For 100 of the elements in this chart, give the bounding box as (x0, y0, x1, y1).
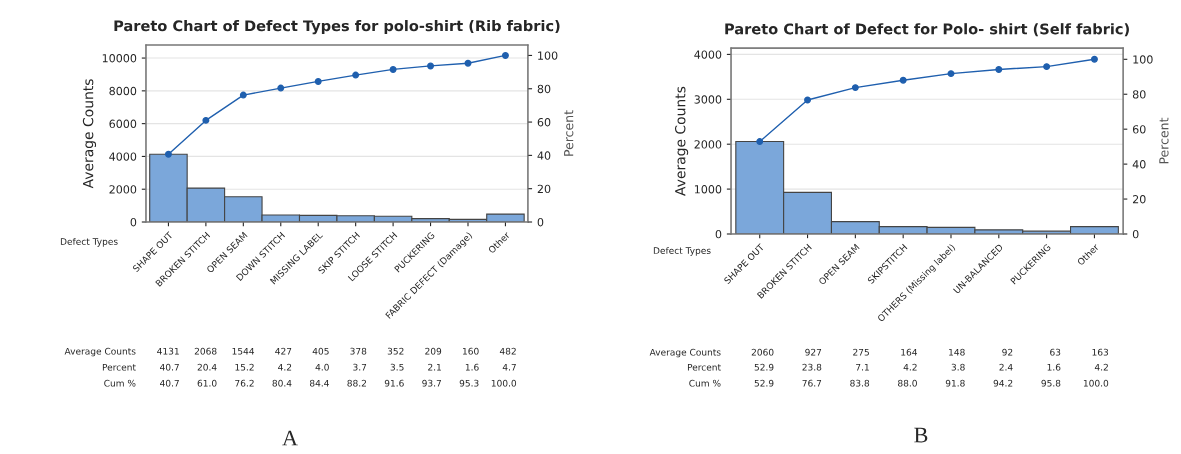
data-label: 76.2 (235, 379, 254, 387)
y-axis-title: Average Counts (82, 79, 97, 189)
y2-tick-label: 60 (537, 118, 551, 127)
y2-tick-label: 40 (537, 151, 551, 160)
point (1043, 63, 1051, 71)
y-tick-label: 0 (715, 229, 722, 239)
data-label: 927 (805, 348, 822, 356)
y-tick-label: 3000 (694, 95, 722, 104)
data-label: 163 (1092, 348, 1109, 356)
y-tick-label: 6000 (109, 119, 137, 129)
data-label: 40.7 (160, 379, 179, 387)
data-label: 160 (462, 347, 479, 355)
text: 2.4 (999, 363, 1013, 371)
text: Cum % (104, 379, 136, 387)
data-label: 63 (1050, 348, 1061, 356)
point (239, 91, 247, 99)
point (501, 51, 509, 59)
text: 2.1 (428, 363, 441, 371)
point (851, 84, 859, 92)
y-tick-label: 1000 (694, 185, 722, 194)
y2-tick-label: 0 (1132, 229, 1139, 239)
text: 3.7 (353, 363, 367, 371)
data-label: 100.0 (491, 379, 517, 387)
text: 1.6 (465, 363, 479, 371)
text: 4.2 (1094, 363, 1108, 371)
data-label: 2068 (194, 347, 217, 355)
text: 40.7 (160, 363, 179, 371)
x-axis-title: Defect Types (653, 247, 711, 256)
y2-tick-label: 60 (1132, 125, 1146, 134)
data-label: 100.0 (1083, 379, 1109, 387)
text: 20.4 (197, 363, 217, 371)
point (947, 70, 955, 78)
y2-tick-label: 20 (1132, 195, 1146, 204)
text: 15.2 (235, 363, 254, 371)
point (352, 71, 360, 79)
data-label: 91.8 (945, 379, 965, 387)
text: Average Counts (64, 347, 136, 357)
y-tick-label: 2000 (109, 185, 137, 194)
data-label: 76.7 (802, 379, 822, 387)
text: Cum % (689, 379, 721, 387)
data-label: 4131 (157, 347, 179, 355)
text: A (282, 430, 298, 446)
data-label: 88.0 (898, 379, 917, 387)
y2-tick-label: 0 (537, 217, 544, 227)
text: 3.5 (390, 363, 404, 371)
y2-tick-label: 100 (538, 51, 558, 60)
data-label: 95.3 (459, 379, 479, 387)
y2-axis-title: Percent (1159, 117, 1169, 164)
y-axis-title: Average Counts (674, 86, 689, 196)
data-label: 83.8 (850, 379, 870, 387)
data-label: 2060 (751, 348, 774, 356)
text: 3.8 (951, 363, 965, 371)
data-label: 405 (312, 347, 329, 355)
point (314, 77, 322, 85)
point (164, 150, 172, 158)
data-label: 209 (425, 347, 442, 355)
y-tick-label: 8000 (109, 86, 137, 96)
text: 4.0 (315, 363, 329, 371)
point (995, 65, 1003, 73)
point (804, 96, 812, 104)
text: Percent (687, 363, 721, 371)
y-tick-label: 4000 (109, 152, 137, 161)
text: Average Counts (649, 348, 721, 358)
data-label: 164 (901, 348, 918, 356)
point (427, 62, 435, 70)
y-tick-label: 2000 (694, 140, 722, 149)
data-label: 93.7 (422, 379, 442, 387)
text: 4.2 (278, 363, 292, 371)
data-label: 52.9 (754, 379, 774, 387)
point (277, 84, 285, 92)
data-label: 92 (1002, 348, 1013, 356)
y-tick-label: 0 (130, 217, 137, 227)
text: 4.7 (502, 363, 516, 371)
text: B (914, 427, 928, 443)
data-label: 1544 (232, 347, 255, 355)
data-label: 378 (350, 347, 367, 355)
data-label: 352 (387, 347, 404, 355)
x-axis-title: Defect Types (60, 237, 118, 247)
y2-tick-label: 20 (537, 184, 551, 194)
text: 4.2 (903, 363, 917, 371)
text: 7.1 (856, 363, 869, 371)
y2-tick-label: 80 (537, 84, 551, 94)
point (389, 65, 397, 73)
text: 52.9 (754, 363, 774, 371)
data-label: 482 (499, 347, 516, 355)
data-label: 61.0 (197, 379, 217, 387)
y2-tick-label: 100 (1133, 55, 1153, 64)
data-label: 91.6 (384, 379, 404, 387)
point (756, 138, 764, 146)
y2-tick-label: 80 (1132, 90, 1146, 99)
chart-title: Pareto Chart of Defect for Polo- shirt (Self fabric) (725, 23, 1129, 37)
y-tick-label: 10000 (102, 54, 137, 63)
point (464, 59, 472, 67)
y2-axis-title: Percent (564, 110, 574, 156)
data-label: 95.8 (1041, 379, 1061, 387)
text: Percent (102, 363, 136, 371)
data-label: 275 (853, 348, 869, 356)
y2-tick-label: 40 (1132, 160, 1146, 169)
point (202, 116, 210, 124)
point (899, 76, 907, 84)
